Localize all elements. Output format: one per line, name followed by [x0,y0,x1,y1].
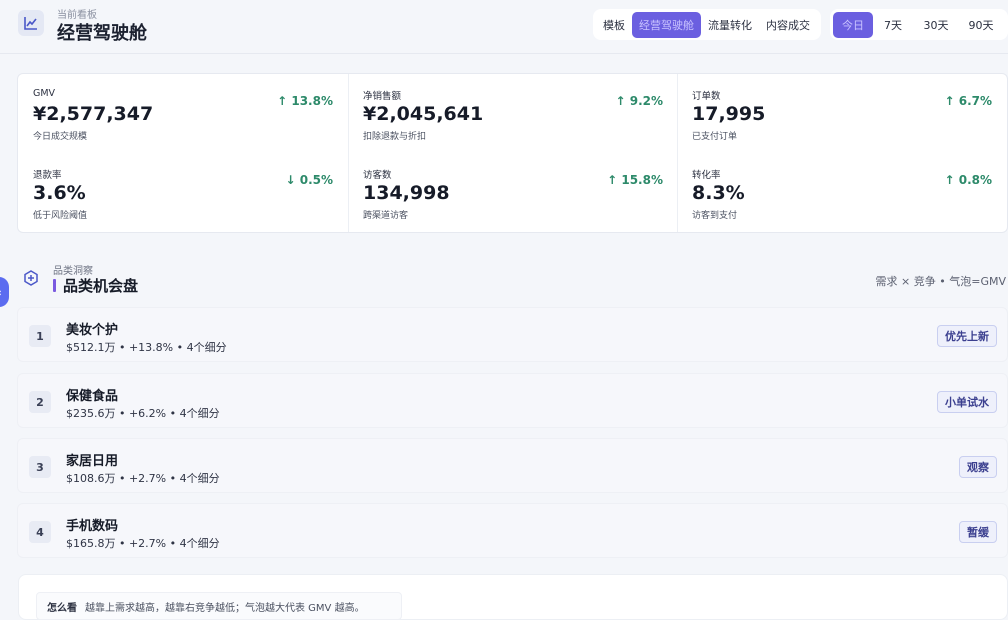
metric-value: 17,995 [692,103,766,125]
metric-gmv: GMV ¥2,577,347 今日成交规模 ↑ 13.8% [18,74,348,154]
metric-label: 退款率 [33,170,62,181]
how-to-read-note: 怎么看 越靠上需求越高，越靠右竞争越低；气泡越大代表 GMV 越高。 [36,592,402,620]
metric-sub: 今日成交规模 [33,132,88,142]
category-meta: $165.8万 • +2.7% • 4个细分 [66,537,220,550]
note-text: 越靠上需求越高，越靠右竞争越低；气泡越大代表 GMV 越高。 [85,602,365,614]
metric-sub: 低于风险阈值 [33,211,88,221]
metric-sub: 跨渠道访客 [363,211,409,221]
metric-refund-rate: 退款率 3.6% 低于风险阈值 ↓ 0.5% [18,153,348,233]
metric-sub: 扣除退款与折扣 [363,132,427,142]
metric-delta: ↑ 9.2% [615,94,663,108]
period-7d[interactable]: 7天 [884,18,902,32]
tab-traffic-conversion[interactable]: 流量转化 [708,18,752,32]
category-meta: $235.6万 • +6.2% • 4个细分 [66,407,220,420]
metric-value: 8.3% [692,182,745,204]
header-subtitle: 当前看板 [57,10,97,21]
metric-label: 净销售额 [363,91,402,102]
tab-template[interactable]: 模板 [603,18,625,32]
category-row[interactable]: 4 手机数码 $165.8万 • +2.7% • 4个细分 暂缓 [17,503,1008,558]
chevron-left-icon: ‹ [0,286,2,299]
category-row[interactable]: 3 家居日用 $108.6万 • +2.7% • 4个细分 观察 [17,438,1008,493]
page-title: 经营驾驶舱 [57,23,147,44]
divider [348,74,349,232]
category-name: 手机数码 [66,519,119,534]
action-tag[interactable]: 暂缓 [959,521,997,543]
metric-label: 转化率 [692,170,721,181]
metric-net-sales: 净销售额 ¥2,045,641 扣除退款与折扣 ↑ 9.2% [348,74,678,154]
section-legend-hint: 需求 × 竞争 • 气泡=GMV [875,275,1006,288]
category-row[interactable]: 1 美妆个护 $512.1万 • +13.8% • 4个细分 优先上新 [17,307,1008,362]
category-name: 美妆个护 [66,323,119,338]
section-subtitle: 品类洞察 [53,266,93,277]
collapse-sidebar-button[interactable]: ‹ [0,277,9,307]
section-accent-bar [53,279,56,292]
hexagon-plus-icon [23,270,39,286]
section-title: 品类机会盘 [63,277,139,295]
action-tag[interactable]: 小单试水 [937,391,997,413]
action-tag[interactable]: 观察 [959,456,997,478]
metric-value: ¥2,577,347 [33,103,154,125]
metric-visitors: 访客数 134,998 跨渠道访客 ↑ 15.8% [348,153,678,233]
metric-delta: ↑ 6.7% [944,94,992,108]
metric-sub: 访客到支付 [692,211,738,221]
metric-label: 访客数 [363,170,392,181]
metric-delta: ↑ 0.8% [944,173,992,187]
category-name: 保健食品 [66,389,119,404]
metric-label: 订单数 [692,91,721,102]
period-30d[interactable]: 30天 [923,18,949,32]
period-switcher: 今日 7天 30天 90天 [830,9,1008,40]
metric-delta: ↑ 15.8% [607,173,663,187]
category-meta: $512.1万 • +13.8% • 4个细分 [66,341,227,354]
top-header: 当前看板 经营驾驶舱 模板 经营驾驶舱 流量转化 内容成交 今日 7天 30天 … [0,0,1008,54]
action-tag[interactable]: 优先上新 [937,325,997,347]
rank-badge: 1 [29,325,51,347]
metric-sub: 已支付订单 [692,132,738,142]
metric-value: 3.6% [33,182,86,204]
metric-label: GMV [33,88,56,99]
metric-orders: 订单数 17,995 已支付订单 ↑ 6.7% [677,74,1007,154]
category-row[interactable]: 2 保健食品 $235.6万 • +6.2% • 4个细分 小单试水 [17,373,1008,428]
divider [677,74,678,232]
rank-badge: 2 [29,391,51,413]
metric-value: ¥2,045,641 [363,103,484,125]
metric-value: 134,998 [363,182,450,204]
metric-delta: ↑ 13.8% [277,94,333,108]
view-switcher: 模板 经营驾驶舱 流量转化 内容成交 [593,9,821,40]
tab-dashboard[interactable]: 经营驾驶舱 [632,11,701,38]
rank-badge: 3 [29,456,51,478]
period-90d[interactable]: 90天 [968,18,994,32]
category-name: 家居日用 [66,454,119,469]
metrics-card: GMV ¥2,577,347 今日成交规模 ↑ 13.8% 净销售额 ¥2,04… [17,73,1008,233]
period-today[interactable]: 今日 [833,11,873,38]
line-chart-icon [18,10,44,36]
rank-badge: 4 [29,521,51,543]
note-key: 怎么看 [47,602,77,614]
tab-content-deals[interactable]: 内容成交 [766,18,810,32]
category-meta: $108.6万 • +2.7% • 4个细分 [66,472,220,485]
metric-conversion-rate: 转化率 8.3% 访客到支付 ↑ 0.8% [677,153,1007,233]
metric-delta: ↓ 0.5% [285,173,333,187]
